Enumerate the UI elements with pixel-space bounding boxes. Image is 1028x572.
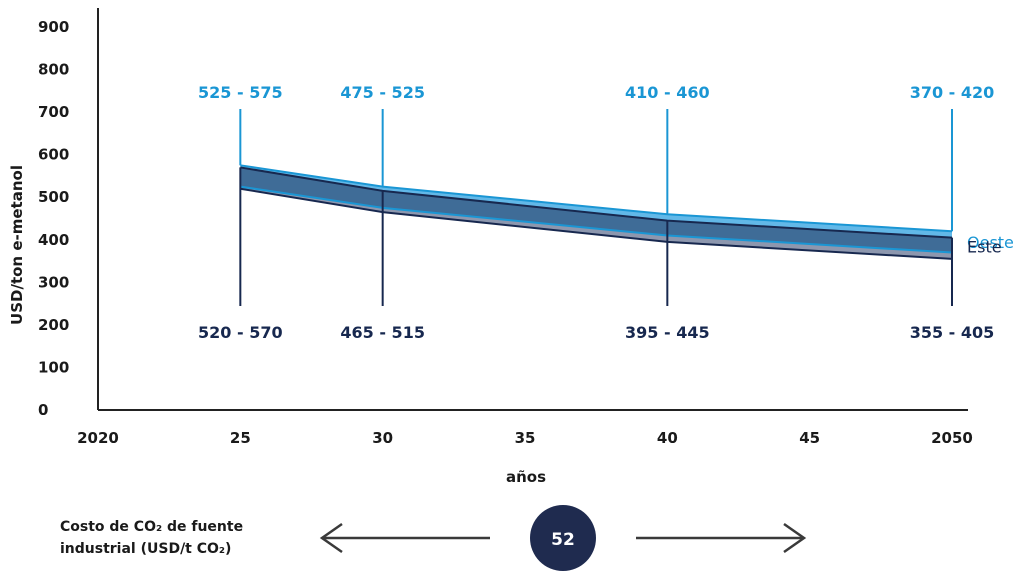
este-range-label: 355 - 405 — [910, 323, 995, 342]
x-tick-label: 35 — [515, 429, 536, 447]
y-axis-ticks: 0 100 200 300 400 500 600 700 800 900 — [38, 18, 69, 419]
este-low-line — [240, 187, 953, 260]
co2-cost-value: 52 — [551, 530, 575, 550]
oeste-high-line — [240, 164, 953, 233]
x-tick-label: 45 — [799, 429, 820, 447]
range-bands — [240, 164, 953, 260]
y-tick-label: 800 — [38, 61, 69, 79]
oeste-band — [240, 165, 953, 238]
y-tick-label: 0 — [38, 401, 48, 419]
y-tick-label: 500 — [38, 188, 69, 206]
right-arrow-icon — [636, 522, 807, 554]
y-tick-label: 700 — [38, 103, 69, 121]
x-tick-label: 30 — [372, 429, 393, 447]
oeste-range-label: 475 - 525 — [340, 83, 425, 102]
y-tick-label: 400 — [38, 231, 69, 249]
co2-cost-badge — [530, 505, 596, 571]
co2-cost-label-line2: industrial (USD/t CO₂) — [60, 541, 231, 557]
year-markers — [239, 109, 953, 306]
footer: Costo de CO₂ de fuente industrial (USD/t… — [60, 505, 807, 571]
axes — [97, 8, 968, 411]
y-axis-title: USD/ton e-metanol — [8, 165, 26, 325]
left-arrow-icon — [319, 522, 490, 554]
este-band — [240, 186, 953, 259]
oeste-range-label: 410 - 460 — [625, 83, 710, 102]
x-tick-label: 2050 — [931, 429, 973, 447]
este-range-label: 520 - 570 — [198, 323, 283, 342]
y-tick-label: 100 — [38, 358, 69, 376]
y-tick-label: 600 — [38, 146, 69, 164]
este-range-label: 465 - 515 — [340, 323, 425, 342]
range-labels: 525 - 575 520 - 570 475 - 525 465 - 515 410 … — [198, 83, 994, 342]
este-range-label: 395 - 445 — [625, 323, 710, 342]
legend-oeste: Oeste — [967, 233, 1014, 252]
overlap-band — [240, 167, 953, 253]
y-tick-label: 900 — [38, 18, 69, 36]
x-axis-ticks: 2020 25 30 35 40 45 2050 — [77, 429, 973, 447]
co2-cost-label-line1: Costo de CO₂ de fuente — [60, 519, 243, 535]
y-tick-label: 200 — [38, 316, 69, 334]
oeste-range-label: 370 - 420 — [910, 83, 995, 102]
este-high-line — [240, 166, 953, 239]
x-tick-label: 25 — [230, 429, 251, 447]
x-tick-label: 40 — [657, 429, 678, 447]
oeste-range-label: 525 - 575 — [198, 83, 283, 102]
y-tick-label: 300 — [38, 273, 69, 291]
x-axis-title: años — [506, 468, 546, 486]
legend-este: Este — [967, 237, 1002, 256]
x-tick-label: 2020 — [77, 429, 119, 447]
oeste-low-line — [240, 185, 953, 254]
